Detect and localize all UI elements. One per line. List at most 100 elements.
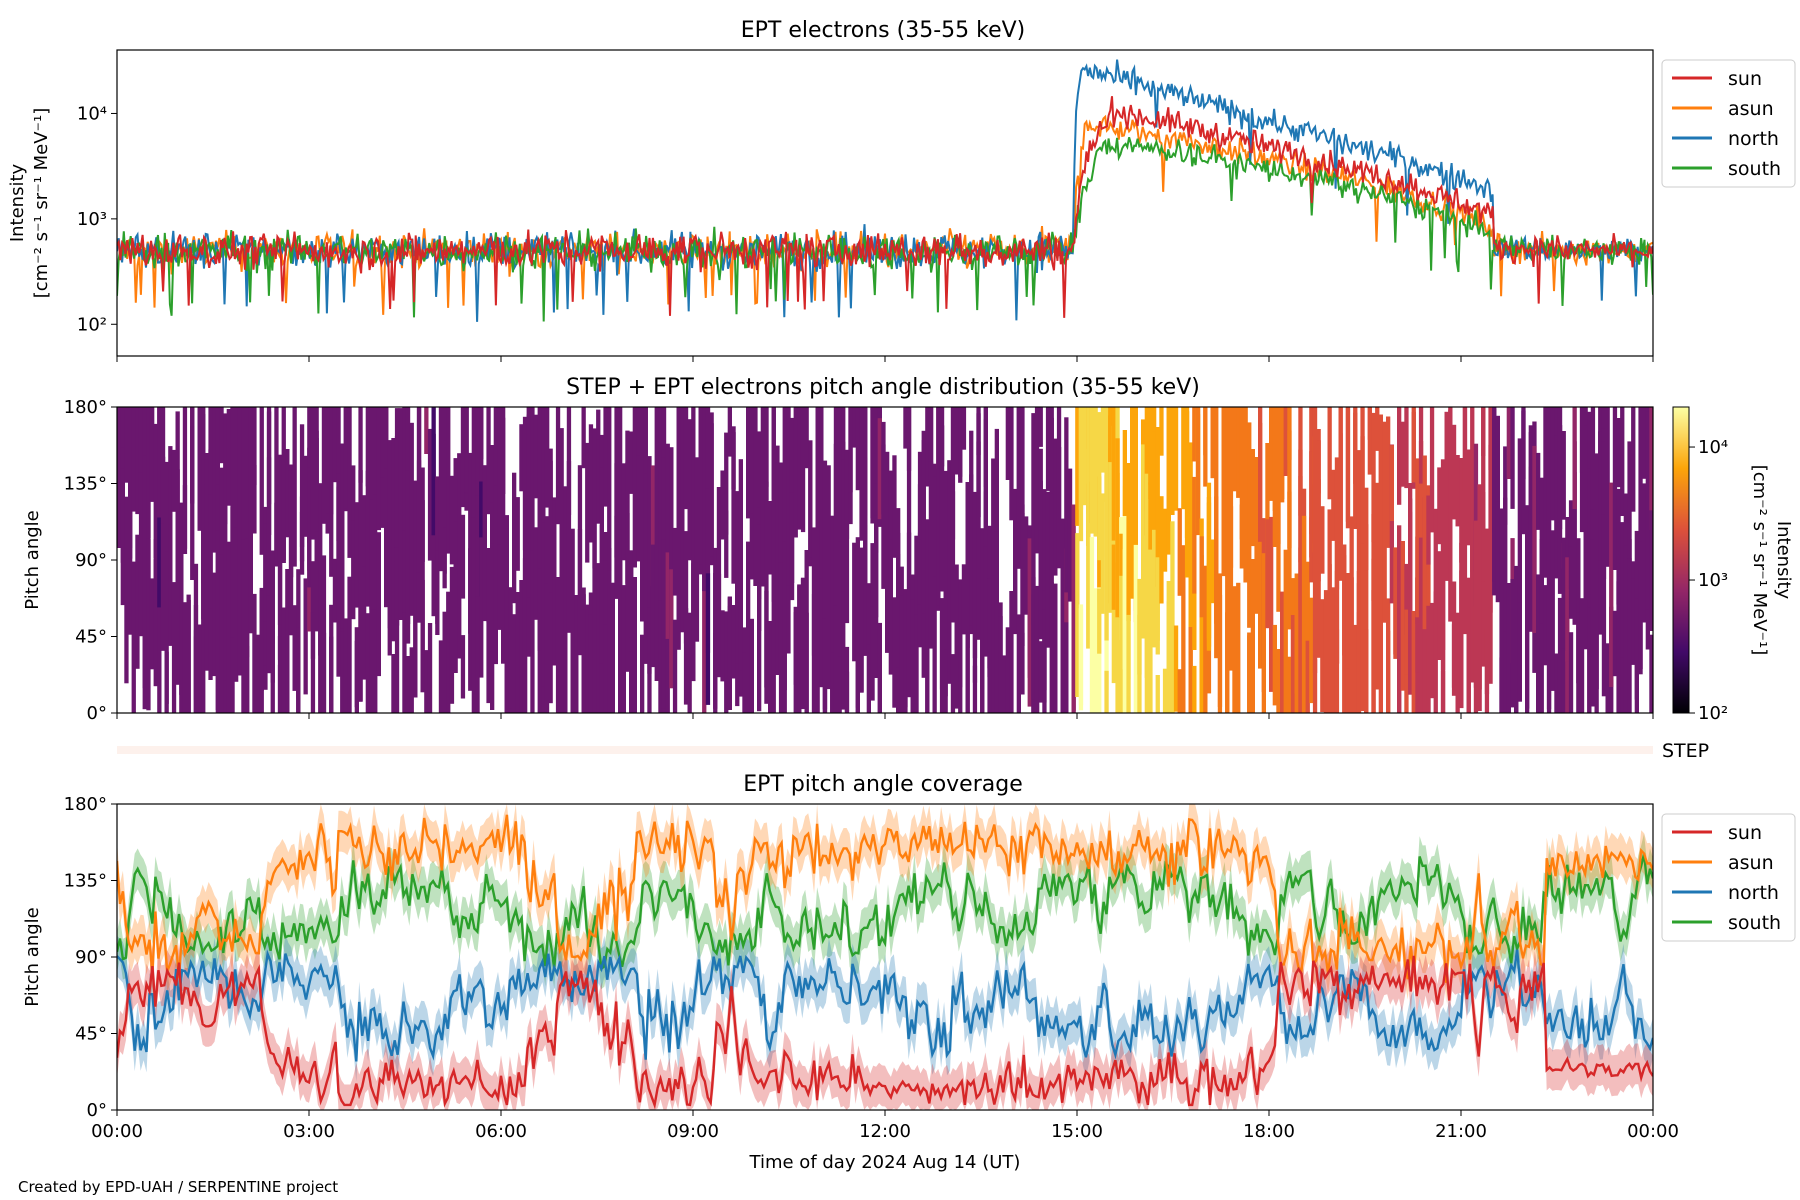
- pad-cell: [928, 466, 934, 649]
- pad-cell: [256, 676, 261, 713]
- pad-cell: [362, 566, 367, 680]
- pad-cell: [793, 612, 798, 685]
- pad-cell: [512, 472, 517, 604]
- pad-cell: [526, 582, 531, 657]
- pad-cell: [230, 507, 235, 638]
- pad-cell: [1579, 407, 1585, 473]
- pad-cell: [548, 448, 553, 511]
- pad-cell: [501, 407, 506, 494]
- pad-cell: [369, 444, 374, 610]
- step-label: STEP: [1662, 740, 1709, 762]
- pad-cell: [1276, 424, 1281, 612]
- pad-cell: [1195, 407, 1201, 536]
- pad-cell: [1247, 632, 1252, 713]
- pad-cell: [281, 407, 286, 561]
- pad-cell: [1177, 669, 1182, 713]
- pad-cell: [899, 595, 904, 713]
- pad-cell: [274, 502, 279, 567]
- pad-cell: [896, 508, 901, 583]
- pad-cell: [362, 495, 367, 603]
- pad-cell: [1089, 537, 1095, 713]
- pad-cell: [398, 509, 403, 620]
- step-strip: [117, 746, 1653, 754]
- pad-cell: [552, 500, 557, 666]
- pad-cell: [661, 407, 667, 462]
- pad-cell: [526, 414, 531, 598]
- intensity-series-lines: [117, 59, 1653, 322]
- pad-cell: [713, 573, 718, 702]
- pad-cell: [724, 432, 729, 535]
- pad-cell: [1243, 518, 1248, 583]
- pad-cell: [1232, 407, 1237, 492]
- pad-cell: [1623, 545, 1628, 713]
- pad-cell: [896, 583, 901, 668]
- pad-cell: [548, 496, 553, 704]
- pad-cell: [1049, 490, 1054, 593]
- pad-cell: [1642, 483, 1647, 621]
- pad-cell: [1433, 591, 1438, 713]
- pad-cell: [453, 521, 458, 673]
- pad-cell: [533, 527, 539, 620]
- pad-cell: [1159, 496, 1164, 604]
- pad-cell: [1437, 467, 1442, 545]
- pad-cell: [972, 665, 978, 713]
- pad-cell: [1356, 612, 1362, 713]
- pad-cell: [1422, 455, 1427, 630]
- intensity-y-ticks: 10² 10³ 10⁴: [77, 103, 117, 335]
- pad-cell: [720, 470, 725, 540]
- pad-cell: [1173, 407, 1179, 511]
- pad-cell: [1334, 570, 1340, 664]
- pad-cell: [519, 580, 524, 713]
- pad-cell: [128, 407, 133, 559]
- pad-cell: [1364, 524, 1369, 713]
- pad-cell: [1170, 407, 1175, 515]
- pad-cell: [877, 622, 882, 713]
- coverage-ytick-label: 45°: [75, 1024, 107, 1045]
- pad-cell: [563, 621, 568, 713]
- pad-cell: [658, 451, 663, 601]
- pad-cell: [365, 613, 370, 713]
- coverage-legend-label-asun: asun: [1728, 852, 1774, 874]
- pad-cell: [625, 513, 630, 672]
- pad-cell: [1184, 407, 1190, 538]
- pad-cell: [351, 520, 356, 620]
- pad-cell: [1382, 536, 1387, 623]
- pad-cell: [1152, 470, 1157, 648]
- pad-cell: [994, 531, 999, 713]
- pad-cell: [1141, 444, 1146, 639]
- pad-cell: [1415, 577, 1420, 673]
- intensity-ytick-label: 10²: [77, 314, 107, 335]
- pad-cell: [197, 624, 202, 713]
- pad-cell: [533, 414, 539, 499]
- pad-cell: [325, 407, 330, 514]
- pad-cell: [969, 430, 974, 626]
- pad-cell: [592, 493, 597, 692]
- pad-cell: [1104, 475, 1109, 641]
- pad-cell: [1115, 438, 1120, 618]
- pad-cell: [215, 407, 220, 485]
- pad-cell: [138, 407, 144, 509]
- pad-cell: [493, 485, 498, 665]
- coverage-xlabel: Time of day 2024 Aug 14 (UT): [749, 1152, 1021, 1173]
- pad-cell: [1086, 513, 1091, 649]
- pad-cell: [1488, 552, 1493, 684]
- pad-cell: [643, 473, 648, 664]
- pad-cell: [1393, 547, 1398, 659]
- pad-cell: [124, 407, 129, 483]
- pad-cell: [1067, 468, 1073, 602]
- pad-cell: [1060, 621, 1065, 713]
- pad-cell: [537, 407, 542, 569]
- pad-cell: [691, 429, 696, 641]
- coverage-series-lines: [117, 814, 1653, 1110]
- pad-cell: [1334, 629, 1340, 713]
- pad-cell: [219, 550, 224, 713]
- pad-cell: [197, 407, 202, 531]
- pad-cell: [1616, 488, 1621, 605]
- pad-cell: [1620, 407, 1625, 516]
- pad-cell: [1433, 508, 1438, 628]
- pad-cell: [1301, 515, 1307, 713]
- pad-cell: [303, 455, 308, 537]
- pad-cell: [427, 623, 433, 713]
- pad-cell: [881, 421, 886, 589]
